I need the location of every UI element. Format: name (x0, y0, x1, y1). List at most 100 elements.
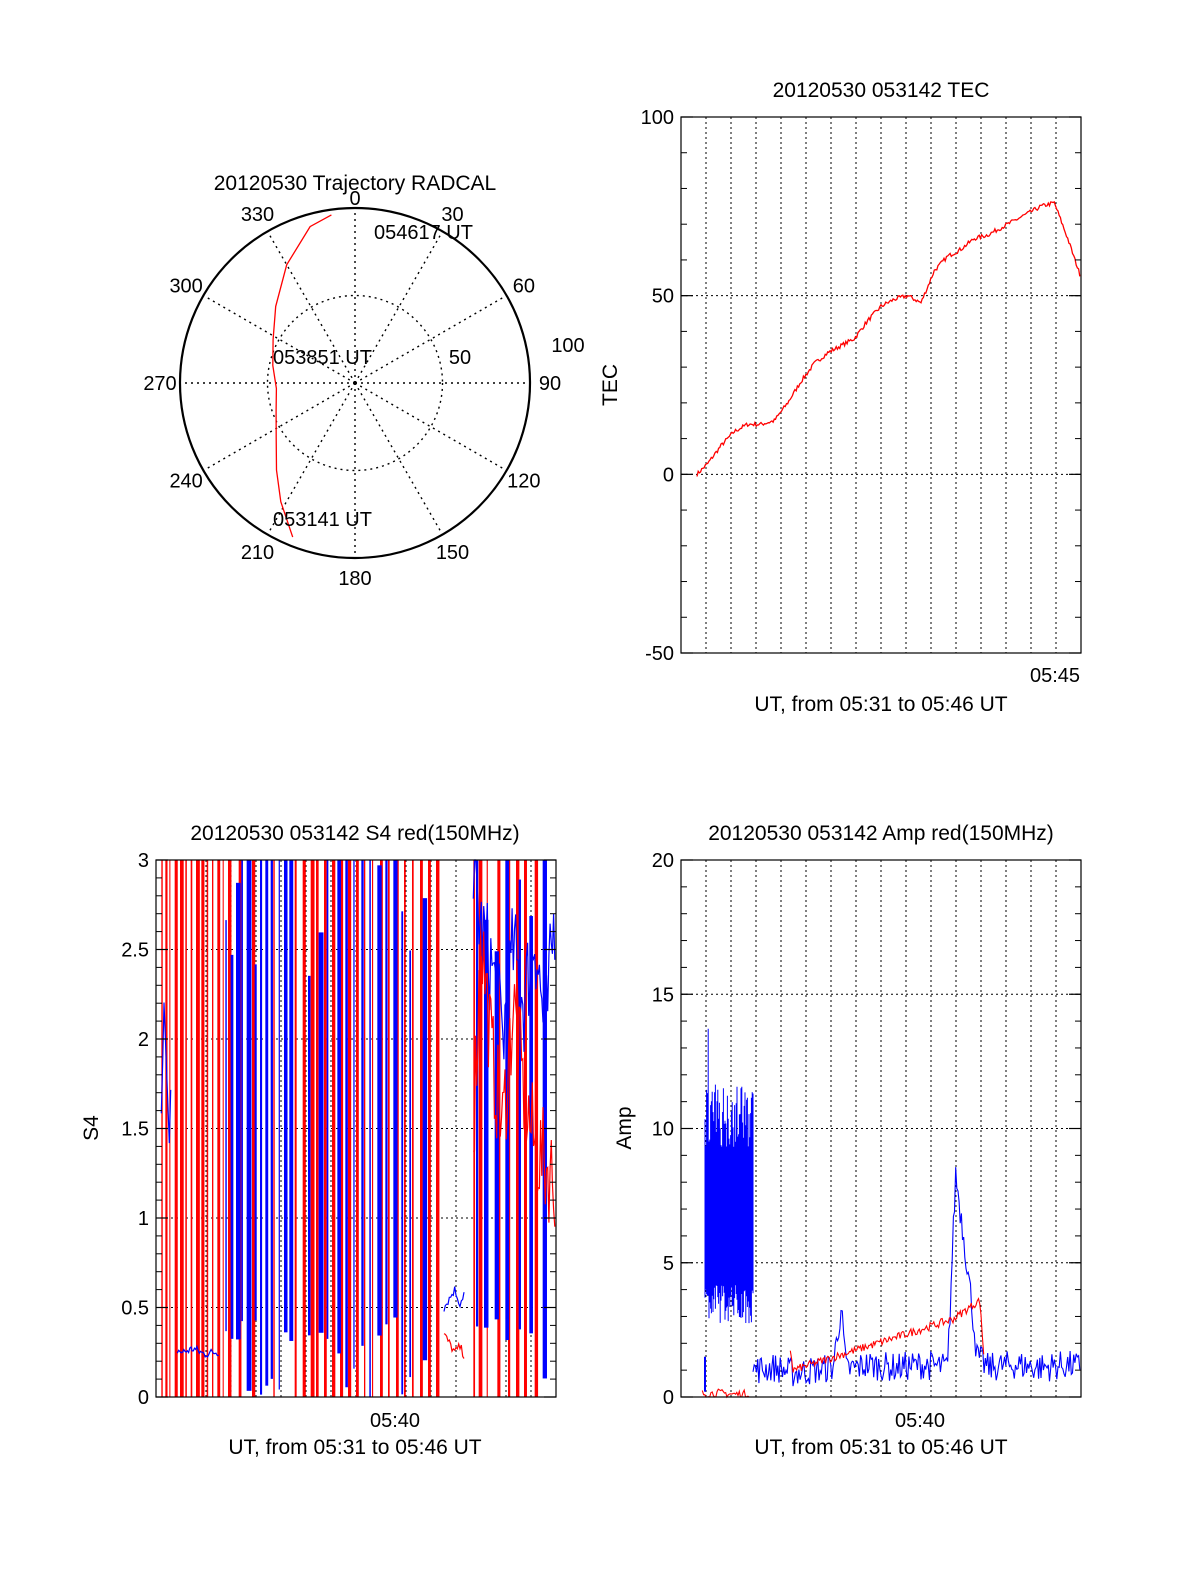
s4-blue-spike (241, 860, 243, 1322)
s4-red-spike (310, 860, 315, 1397)
s4-ytick-label: 1.5 (121, 1119, 149, 1141)
s4-red-spike (348, 860, 352, 1397)
s4-blue-spike (476, 860, 479, 1327)
amp-x-axis-label: UT, from 05:31 to 05:46 UT (754, 1436, 1007, 1459)
s4-blue-spike (278, 860, 280, 1390)
s4-red-spike (174, 860, 178, 1397)
s4-red-spike (404, 860, 406, 1397)
s4-blue-spike (345, 860, 348, 1388)
s4-marks (160, 859, 556, 1397)
polar-grid (180, 208, 530, 558)
s4-red-spike (180, 860, 184, 1397)
s4-red-spike (534, 860, 539, 1397)
s4-blue-spike (308, 975, 311, 1336)
s4-blue-spike (236, 882, 241, 1340)
s4-blue-spike (318, 932, 324, 1333)
s4-blue-spike (377, 865, 382, 1336)
trajectory-track (272, 214, 332, 538)
angle-label-0: 0 (349, 188, 360, 210)
s4-blue-spike (254, 964, 257, 1321)
s4-red-spike (185, 860, 187, 1397)
s4-red-spike (436, 860, 440, 1397)
s4-title: 20120530 053142 S4 red(150MHz) (190, 822, 519, 845)
tec-grid (681, 117, 1081, 653)
s4-red-spike (212, 860, 214, 1397)
s4-blue-spike (369, 860, 371, 1397)
s4-red-spike (228, 860, 232, 1397)
amp-series-line (701, 1388, 750, 1399)
angle-label-60: 60 (513, 276, 535, 298)
amp-ticks (681, 859, 1081, 1398)
s4-red-spike (478, 860, 483, 1397)
tec-marks (696, 200, 1081, 477)
angle-label-150: 150 (436, 542, 469, 564)
amp-title: 20120530 053142 Amp red(150MHz) (708, 822, 1054, 845)
s4-series-line (443, 1333, 465, 1359)
tec-ytick-label: 50 (652, 286, 674, 308)
s4-blue-spike (289, 860, 294, 1341)
tec-panel: 20120530 053142 TEC -50 0 50 100 05:45 U… (599, 79, 1082, 716)
s4-red-spike (252, 860, 256, 1397)
s4-ytick-label: 1 (138, 1208, 149, 1230)
s4-red-spike (428, 860, 431, 1397)
s4-x-axis-label: UT, from 05:31 to 05:46 UT (228, 1436, 481, 1459)
tec-series-line (696, 200, 1081, 477)
angle-label-90: 90 (539, 373, 561, 395)
s4-red-spike (388, 860, 390, 1397)
angle-label-300: 300 (169, 276, 202, 298)
angle-label-210: 210 (241, 542, 274, 564)
polar-grid-spoke (354, 382, 507, 472)
tec-plot-frame (680, 116, 1082, 654)
tec-ytick-label: 0 (663, 464, 674, 486)
amp-xtick-label: 05:40 (895, 1410, 945, 1432)
s4-blue-spike (409, 950, 412, 1378)
s4-red-spike (412, 860, 414, 1397)
radial-label-100: 100 (551, 335, 584, 357)
s4-ytick-label: 0 (138, 1387, 149, 1409)
s4-red-spike (508, 860, 511, 1397)
s4-red-spike (201, 860, 205, 1397)
s4-red-spike (222, 860, 224, 1397)
angle-label-30: 30 (441, 204, 463, 226)
amp-ytick-label: 15 (652, 984, 674, 1006)
amp-ytick-label: 5 (663, 1253, 674, 1275)
s4-ytick-label: 2.5 (121, 940, 149, 962)
s4-blue-spike (542, 860, 547, 1379)
amp-marks (701, 1028, 1081, 1399)
amp-panel: 20120530 053142 Amp red(150MHz) 0 5 10 1… (613, 822, 1082, 1459)
tec-title: 20120530 053142 TEC (773, 79, 990, 102)
polar-grid-spoke (266, 382, 356, 535)
s4-ticks (156, 859, 556, 1398)
s4-series-line (443, 1286, 465, 1312)
s4-blue-spike (225, 920, 227, 1332)
s4-red-spike (302, 860, 306, 1397)
polar-grid-spoke (354, 231, 444, 384)
amp-ytick-label: 10 (652, 1119, 674, 1141)
angle-label-240: 240 (169, 471, 202, 493)
s4-series-line (160, 1002, 172, 1144)
s4-blue-spike (265, 860, 269, 1386)
s4-red-spike (316, 860, 319, 1397)
s4-red-spike (516, 860, 520, 1397)
s4-blue-spike (337, 860, 341, 1354)
amp-ytick-label: 20 (652, 850, 674, 872)
s4-blue-spike (326, 860, 329, 1339)
s4-red-spike (190, 860, 193, 1397)
radial-label-50: 50 (449, 347, 471, 369)
s4-blue-spike (260, 860, 263, 1395)
amp-blue-band (704, 1028, 754, 1324)
s4-blue-spike (284, 860, 288, 1333)
amp-y-axis-label: Amp (613, 1106, 636, 1149)
s4-panel: 20120530 053142 S4 red(150MHz) 0 0.5 1 1… (80, 822, 557, 1459)
s4-red-spike (420, 860, 423, 1397)
s4-red-spike (294, 860, 297, 1397)
track-label-end: 054617 UT (374, 222, 473, 244)
s4-red-spike (340, 860, 344, 1397)
polar-grid-spoke (203, 294, 356, 384)
s4-blue-spike (484, 919, 489, 1328)
tec-xtick-label: 05:45 (1030, 665, 1080, 687)
polar-grid-spoke (266, 231, 356, 384)
s4-red-spike (196, 860, 200, 1397)
s4-red-spike (273, 860, 275, 1397)
